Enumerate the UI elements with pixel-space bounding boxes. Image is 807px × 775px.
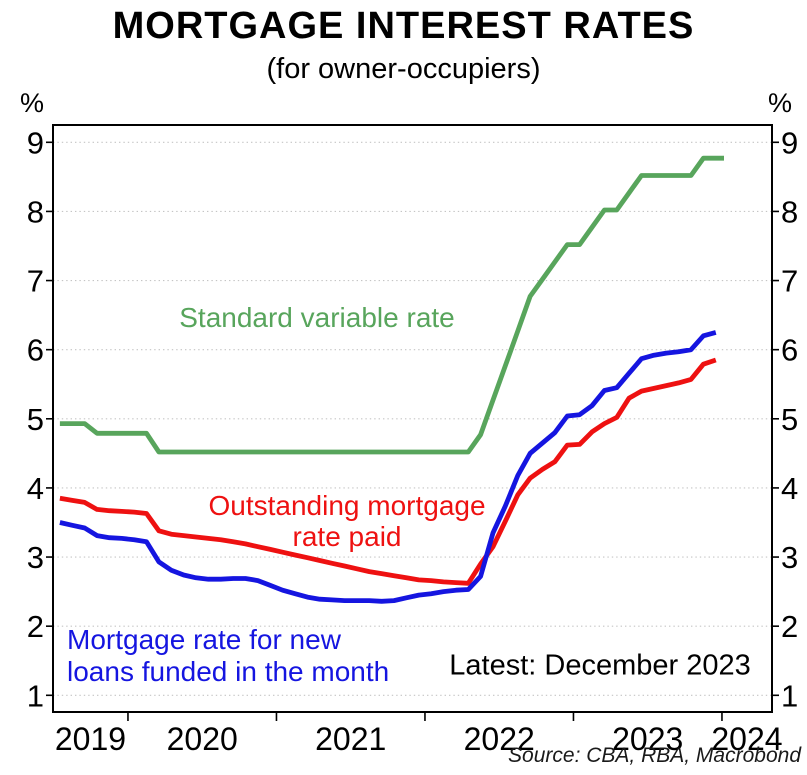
x-tick-label: 2021 (315, 721, 386, 757)
y-tick-label-left: 4 (27, 471, 44, 506)
source-note: Source: CBA, RBA, Macrobond (508, 744, 801, 767)
x-tick-label: 2024 (711, 721, 782, 757)
y-tick-label-right: 7 (781, 264, 798, 299)
x-tick-label: 2019 (55, 721, 126, 757)
y-tick-label-left: 1 (27, 678, 44, 713)
y-tick-label-right: 8 (781, 194, 798, 229)
y-tick-label-right: 6 (781, 333, 798, 368)
y-tick-label-left: 3 (27, 540, 44, 575)
y-tick-label-left: 8 (27, 194, 44, 229)
y-tick-label-left: 5 (27, 402, 44, 437)
y-tick-label-left: 6 (27, 333, 44, 368)
y-tick-label-right: 9 (781, 125, 798, 160)
y-tick-label-right: 4 (781, 471, 798, 506)
label-new-loans-funded-rate: Mortgage rate for new loans funded in th… (67, 624, 390, 687)
y-tick-label-left: 7 (27, 264, 44, 299)
y-axis-unit-right: % (768, 88, 793, 118)
y-tick-label-left: 9 (27, 125, 44, 160)
series-line-standard-variable-rate (59, 155, 724, 455)
x-tick-label: 2020 (167, 721, 238, 757)
label-outstanding-mortgage-rate-paid: Outstanding mortgage rate paid (208, 490, 486, 552)
y-tick-label-right: 1 (781, 678, 798, 713)
label-standard-variable-rate: Standard variable rate (179, 302, 455, 333)
chart-subtitle: (for owner-occupiers) (266, 53, 541, 85)
y-tick-label-right: 5 (781, 402, 798, 437)
y-tick-label-right: 3 (781, 540, 798, 575)
x-tick-label: 2023 (612, 721, 683, 757)
latest-date-annotation: Latest: December 2023 (449, 649, 751, 682)
x-tick-label: 2022 (464, 721, 535, 757)
series-line-mortgage-rate-for-new-loans-funded-in-the-month (59, 330, 717, 604)
y-axis-unit-left: % (19, 88, 44, 118)
series-line-outstanding-mortgage-rate-paid (59, 357, 717, 586)
y-tick-label-left: 2 (27, 609, 44, 644)
y-tick-label-right: 2 (781, 609, 798, 644)
chart-title: MORTGAGE INTEREST RATES (112, 5, 695, 47)
